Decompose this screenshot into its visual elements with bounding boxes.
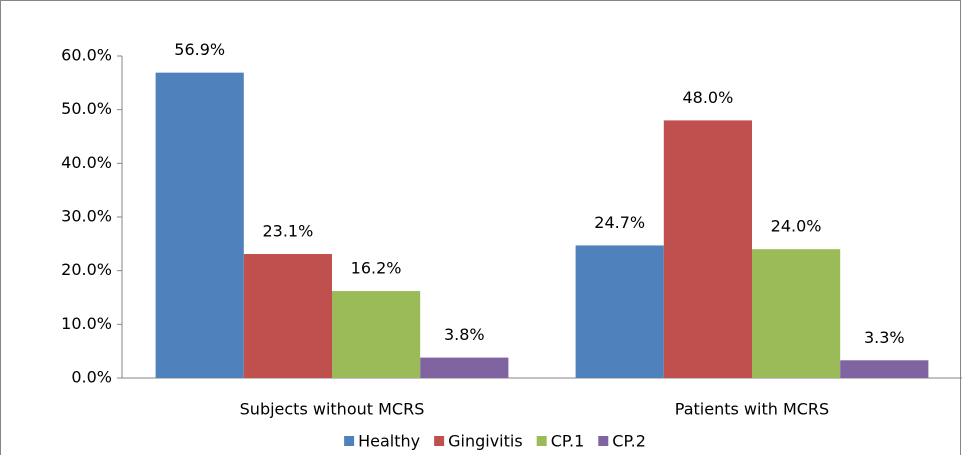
x-tick-label: Patients with MCRS: [675, 400, 829, 419]
value-label: 3.3%: [864, 328, 905, 347]
y-tick-label: 40.0%: [61, 153, 112, 172]
value-label: 24.7%: [594, 213, 645, 232]
value-label: 23.1%: [262, 222, 313, 241]
y-tick-label: 50.0%: [61, 99, 112, 118]
bar: [840, 360, 929, 378]
value-label: 24.0%: [771, 217, 822, 236]
x-tick-label: Subjects without MCRS: [240, 400, 425, 419]
value-label: 16.2%: [351, 259, 402, 278]
legend-label: Gingivitis: [448, 432, 523, 451]
bar: [155, 72, 244, 379]
y-tick-label: 0.0%: [71, 368, 112, 387]
bar: [420, 357, 509, 378]
bar: [663, 120, 752, 379]
y-tick-label: 10.0%: [61, 314, 112, 333]
y-tick-label: 60.0%: [61, 46, 112, 65]
value-label: 48.0%: [682, 88, 733, 107]
value-label: 56.9%: [174, 40, 225, 59]
bar: [575, 245, 664, 378]
value-label: 3.8%: [444, 325, 485, 344]
legend-label: Healthy: [358, 432, 420, 451]
legend-label: CP.2: [612, 432, 646, 451]
legend-label: CP.1: [551, 432, 585, 451]
legend-swatch: [598, 436, 609, 446]
bar: [332, 291, 421, 378]
bar: [243, 254, 332, 378]
bar: [752, 249, 841, 378]
legend-swatch: [434, 436, 445, 446]
legend-swatch: [344, 436, 355, 446]
legend-swatch: [536, 436, 547, 446]
y-tick-label: 30.0%: [61, 207, 112, 226]
y-tick-label: 20.0%: [61, 260, 112, 279]
